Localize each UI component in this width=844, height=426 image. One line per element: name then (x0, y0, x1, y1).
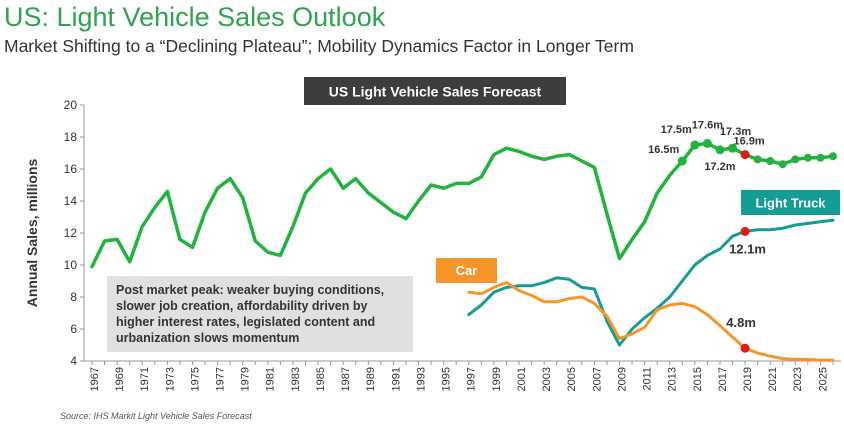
data-point-label: 16.9m (733, 136, 764, 148)
y-tick-label: 18 (64, 130, 78, 144)
annotation-box (107, 276, 413, 352)
data-point-marker (740, 343, 750, 353)
x-tick-label: 2015 (692, 367, 704, 391)
data-point-marker (677, 156, 687, 166)
x-tick-label: 1999 (491, 367, 503, 391)
car-line (467, 281, 835, 362)
y-tick-label: 10 (64, 258, 78, 272)
x-tick-label: 1997 (466, 367, 478, 391)
x-tick-label: 1977 (214, 367, 226, 391)
y-tick-label: 8 (70, 290, 77, 304)
data-point-label: 17.2m (704, 161, 735, 173)
x-tick-label: 1973 (164, 367, 176, 391)
data-point-label: 17.3m (720, 126, 751, 138)
light-truck-label-box (741, 190, 840, 215)
x-tick-label: 2003 (541, 367, 553, 391)
data-point-marker (715, 145, 725, 155)
x-tick-label: 1981 (265, 367, 277, 391)
y-tick-label: 12 (64, 226, 78, 240)
data-point-label: 16.5m (648, 144, 679, 156)
data-point-label: 17.5m (661, 124, 692, 136)
x-tick-label: 1985 (315, 367, 327, 391)
y-axis-label: Annual Sales, millions (24, 158, 40, 307)
x-tick-label: 2011 (642, 367, 654, 391)
x-tick-label: 1967 (89, 367, 101, 391)
chart-title: US Light Vehicle Sales Forecast (329, 84, 542, 100)
light-truck-line (467, 218, 835, 347)
y-tick-label: 16 (64, 162, 78, 176)
x-tick-label: 2023 (792, 367, 804, 391)
forecast-point (829, 152, 837, 161)
data-point-marker (690, 140, 700, 150)
x-tick-label: 2019 (742, 367, 754, 391)
forecast-point (766, 157, 775, 165)
x-tick-label: 2005 (566, 367, 578, 391)
x-tick-label: 1993 (415, 367, 427, 391)
x-tick-label: 2021 (767, 367, 779, 391)
data-point-marker (728, 143, 738, 153)
light-truck-label: Light Truck (755, 196, 826, 211)
y-tick-label: 4 (70, 354, 77, 368)
x-tick-label: 2007 (591, 367, 603, 391)
x-tick-label: 2025 (817, 367, 829, 391)
data-point-marker (702, 138, 712, 148)
source-note: Source: IHS Markit Light Vehicle Sales F… (60, 411, 252, 421)
data-point-marker (740, 226, 750, 236)
car-label-box (436, 258, 497, 283)
x-tick-label: 2017 (717, 367, 729, 391)
x-tick-label: 1971 (139, 367, 151, 391)
x-tick-label: 1975 (189, 367, 201, 391)
forecast-point (816, 153, 825, 162)
x-tick-label: 1991 (390, 367, 402, 391)
x-tick-label: 2009 (616, 367, 628, 391)
data-point-marker (740, 150, 750, 160)
chart-title-box (304, 77, 566, 105)
data-point-label: 12.1m (729, 241, 766, 256)
x-tick-label: 2013 (667, 367, 679, 391)
x-tick-label: 2001 (516, 367, 528, 391)
data-point-label: 4.8m (726, 315, 756, 330)
x-tick-label: 1983 (290, 367, 302, 391)
y-tick-labels: 4 6 8 10 12 14 16 18 20 (64, 98, 84, 368)
x-tick-label: 1989 (365, 367, 377, 391)
x-tick-labels: 1967 1969 1971 1973 1975 1977 1979 1981 1983 1985… (89, 361, 834, 391)
forecast-point (778, 160, 787, 169)
x-tick-label: 1969 (114, 367, 126, 391)
forecast-point (803, 153, 812, 162)
y-tick-label: 20 (64, 98, 78, 112)
forecast-point (791, 155, 800, 164)
x-tick-label: 1979 (240, 367, 252, 391)
x-tick-label: 1995 (441, 367, 453, 391)
y-tick-label: 6 (70, 322, 77, 336)
page-title: US: Light Vehicle Sales Outlook (4, 2, 386, 32)
x-tick-label: 1987 (340, 367, 352, 391)
forecast-point (753, 155, 762, 164)
car-label: Car (456, 263, 478, 278)
data-point-label: 17.6m (692, 119, 723, 131)
y-tick-label: 14 (64, 194, 78, 208)
page-subtitle: Market Shifting to a “Declining Plateau”… (4, 36, 634, 56)
annotation-text: Post market peak: weaker buying conditio… (116, 283, 388, 345)
